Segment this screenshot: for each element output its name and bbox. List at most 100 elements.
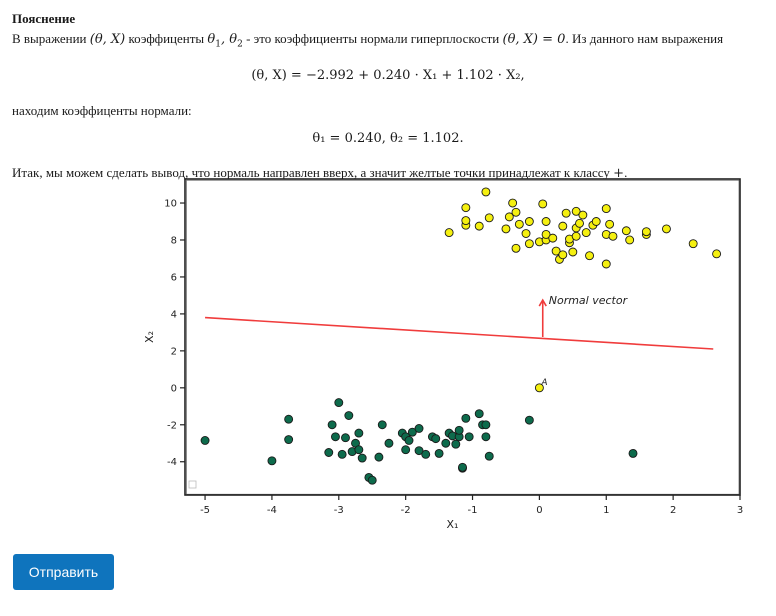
data-point-yellow: [571, 231, 581, 241]
math-subscript: 2: [237, 39, 243, 50]
data-point-green: [481, 432, 491, 442]
data-point-green: [407, 427, 417, 437]
data-point-green: [628, 448, 638, 458]
y-axis-label: X₂: [143, 331, 156, 343]
text-segment: . Из данного нам выражения: [565, 31, 724, 46]
data-point-green: [354, 428, 364, 438]
text-segment: коэффиценты: [125, 31, 208, 46]
data-point-green: [458, 462, 467, 472]
data-point-yellow: [474, 221, 484, 231]
data-point-green: [367, 475, 377, 485]
submit-button[interactable]: Отправить: [13, 554, 114, 590]
paragraph-coefficients: В выражении (θ, X) коэффиценты θ1, θ2 - …: [12, 30, 723, 54]
x-tick-label: 2: [670, 505, 676, 516]
y-tick-label: -4: [167, 457, 177, 468]
data-point-green: [451, 439, 461, 449]
data-point-yellow: [641, 227, 651, 237]
y-tick-label: -2: [167, 420, 177, 431]
data-point-green: [337, 449, 347, 459]
data-point-green: [464, 432, 474, 442]
data-point-yellow: [688, 239, 698, 249]
corner-marker: [188, 480, 197, 489]
data-point-yellow: [712, 249, 722, 259]
x-tick-label: 0: [536, 505, 542, 516]
data-point-yellow: [524, 239, 534, 249]
data-point-green: [344, 411, 354, 420]
data-point-green: [377, 420, 387, 430]
x-tick-label: 1: [603, 505, 609, 516]
x-tick-label: -1: [468, 505, 478, 516]
x-tick-label: -4: [267, 505, 277, 516]
data-point-yellow: [514, 219, 524, 229]
data-point-yellow: [501, 224, 511, 234]
data-point-green: [524, 415, 534, 425]
data-point-yellow: [625, 235, 635, 245]
data-point-green: [414, 424, 424, 433]
data-point-yellow: [511, 243, 521, 253]
y-tick-label: 0: [171, 383, 177, 394]
data-point-green: [484, 451, 494, 461]
data-point-yellow: [508, 198, 518, 208]
data-point-yellow: [621, 226, 631, 236]
data-point-green: [331, 432, 340, 442]
data-point-yellow: [571, 206, 581, 216]
data-point-yellow: [575, 218, 584, 228]
data-point-green: [431, 434, 441, 444]
data-point-yellow: [601, 259, 611, 269]
text-segment: .: [624, 165, 628, 180]
data-point-green: [324, 448, 334, 457]
text-segment: В выражении: [12, 31, 90, 46]
data-point-green: [357, 453, 367, 463]
data-point-green: [404, 436, 414, 445]
data-point-green: [284, 435, 294, 445]
data-point-yellow: [581, 228, 591, 238]
scatter-plot-figure: -5 -4 -3 -2 -1 0 1 2 3 -4 -2 0 2 4 6 8 10 X₁ X₂ Normal vect…: [133, 172, 745, 534]
y-tick-label: 4: [171, 309, 177, 320]
data-point-green: [461, 413, 471, 423]
paragraph-find-normal: находим коэффиценты нормали:: [12, 103, 192, 118]
y-tick-label: 6: [171, 272, 177, 283]
data-point-green: [374, 452, 384, 462]
x-axis-label: X₁: [447, 518, 459, 531]
data-point-green: [441, 438, 451, 448]
data-point-yellow: [591, 217, 601, 226]
data-point-green: [454, 425, 464, 435]
data-point-green: [327, 420, 337, 430]
data-point-yellow: [558, 221, 568, 231]
data-point-green: [414, 446, 424, 456]
math-hyperplane-eq: (θ, X) = 0: [502, 32, 566, 47]
data-point-green: [474, 409, 484, 419]
data-point-green: [384, 438, 394, 448]
data-point-yellow: [578, 210, 588, 220]
data-point-green: [434, 448, 444, 458]
data-point-yellow: [548, 233, 558, 243]
plot-frame-inner: [186, 179, 740, 495]
data-point-yellow: [538, 199, 548, 209]
paragraph-conclusion: Итак, мы можем сделать вывод, что нормал…: [12, 164, 627, 182]
data-point-yellow: [481, 187, 491, 197]
math-theta: , θ: [220, 32, 238, 47]
data-point-yellow: [585, 251, 594, 261]
data-point-yellow: [605, 219, 615, 229]
text-segment: - это коэффициенты нормали гиперплоскост…: [242, 31, 503, 46]
data-point-yellow: [608, 231, 618, 241]
data-point-yellow: [484, 213, 494, 223]
math-theta: θ: [207, 32, 216, 47]
data-point-yellow: [461, 203, 471, 213]
display-equation-theta: θ₁ = 0.240, θ₂ = 1.102.: [312, 131, 464, 146]
data-point-green: [200, 436, 210, 445]
y-tick-label: 8: [171, 235, 177, 246]
explanation-block: Пояснение В выражении (θ, X) коэффиценты…: [12, 10, 764, 181]
x-tick-label: 3: [737, 505, 743, 516]
y-tick-label: 2: [171, 346, 177, 357]
data-point-yellow: [561, 208, 571, 218]
data-point-yellow: [541, 229, 551, 239]
x-tick-label: -2: [401, 505, 411, 516]
data-point-green: [421, 449, 431, 459]
data-point-yellow: [521, 229, 531, 238]
data-point-yellow: [541, 217, 551, 226]
math-plus-class: +: [613, 166, 625, 181]
data-point-yellow: [524, 217, 534, 226]
data-point-green: [284, 414, 294, 424]
scatter-plot: -5 -4 -3 -2 -1 0 1 2 3 -4 -2 0 2 4 6 8 10 X₁ X₂ Normal vect…: [143, 178, 743, 531]
